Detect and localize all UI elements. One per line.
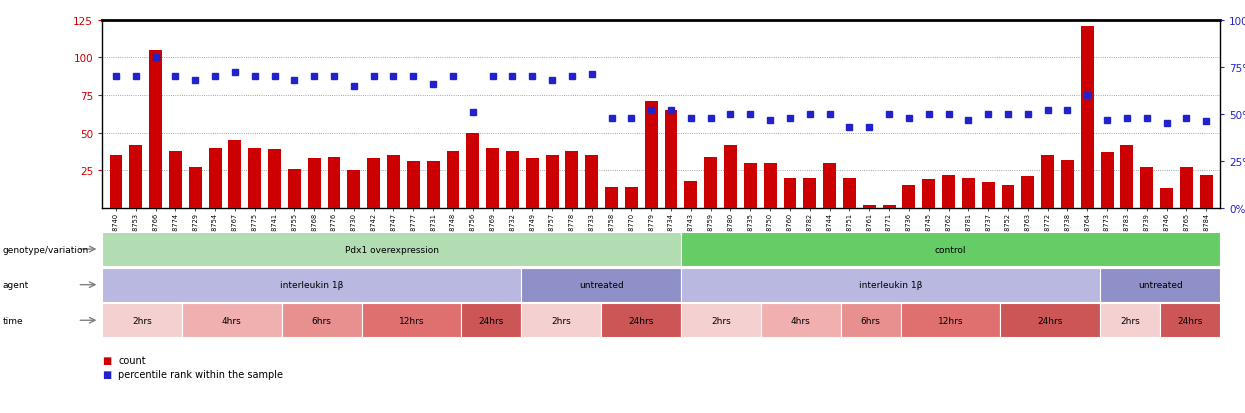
- Text: ■: ■: [102, 355, 111, 365]
- Bar: [129, 145, 142, 209]
- Bar: [923, 180, 935, 209]
- Text: 2hrs: 2hrs: [711, 316, 731, 325]
- Bar: [962, 178, 975, 209]
- Bar: [1001, 186, 1015, 209]
- Bar: [1180, 168, 1193, 209]
- Text: 2hrs: 2hrs: [552, 316, 571, 325]
- Text: Pdx1 overexpression: Pdx1 overexpression: [345, 245, 438, 254]
- Bar: [803, 178, 817, 209]
- Bar: [327, 157, 340, 209]
- Bar: [367, 159, 380, 209]
- Bar: [189, 168, 202, 209]
- Bar: [110, 156, 122, 209]
- Text: 4hrs: 4hrs: [222, 316, 242, 325]
- Bar: [1120, 145, 1133, 209]
- Bar: [863, 206, 875, 209]
- Bar: [883, 206, 895, 209]
- Text: 2hrs: 2hrs: [132, 316, 152, 325]
- Text: 24hrs: 24hrs: [1038, 316, 1063, 325]
- Bar: [407, 162, 420, 209]
- Text: interleukin 1β: interleukin 1β: [280, 280, 344, 290]
- Bar: [545, 156, 559, 209]
- Text: 6hrs: 6hrs: [311, 316, 331, 325]
- Bar: [942, 176, 955, 209]
- Bar: [505, 152, 519, 209]
- Bar: [1160, 189, 1173, 209]
- Bar: [209, 148, 222, 209]
- Bar: [149, 51, 162, 209]
- Bar: [783, 178, 797, 209]
- Bar: [288, 169, 301, 209]
- Bar: [645, 102, 657, 209]
- Text: agent: agent: [2, 280, 29, 290]
- Bar: [763, 164, 777, 209]
- Bar: [486, 148, 499, 209]
- Bar: [229, 141, 242, 209]
- Text: 6hrs: 6hrs: [860, 316, 880, 325]
- Bar: [665, 111, 677, 209]
- Bar: [467, 133, 479, 209]
- Text: 24hrs: 24hrs: [479, 316, 504, 325]
- Bar: [565, 152, 579, 209]
- Bar: [605, 188, 618, 209]
- Bar: [1061, 161, 1074, 209]
- Text: 24hrs: 24hrs: [1178, 316, 1203, 325]
- Bar: [705, 157, 717, 209]
- Bar: [725, 145, 737, 209]
- Bar: [625, 188, 637, 209]
- Bar: [268, 150, 281, 209]
- Text: ■: ■: [102, 370, 111, 380]
- Text: 12hrs: 12hrs: [398, 316, 425, 325]
- Bar: [843, 178, 855, 209]
- Text: 24hrs: 24hrs: [629, 316, 654, 325]
- Bar: [823, 164, 837, 209]
- Text: untreated: untreated: [579, 280, 624, 290]
- Text: percentile rank within the sample: percentile rank within the sample: [118, 370, 284, 380]
- Bar: [248, 148, 261, 209]
- Text: untreated: untreated: [1138, 280, 1183, 290]
- Bar: [1200, 176, 1213, 209]
- Bar: [447, 152, 459, 209]
- Bar: [1081, 27, 1093, 209]
- Text: 2hrs: 2hrs: [1120, 316, 1140, 325]
- Bar: [743, 164, 757, 209]
- Bar: [1101, 153, 1113, 209]
- Text: count: count: [118, 355, 146, 365]
- Bar: [585, 156, 598, 209]
- Bar: [1041, 156, 1055, 209]
- Bar: [525, 159, 539, 209]
- Text: time: time: [2, 316, 24, 325]
- Bar: [387, 156, 400, 209]
- Bar: [169, 152, 182, 209]
- Bar: [427, 162, 439, 209]
- Text: 4hrs: 4hrs: [791, 316, 810, 325]
- Text: 12hrs: 12hrs: [937, 316, 964, 325]
- Bar: [308, 159, 321, 209]
- Text: control: control: [935, 245, 966, 254]
- Text: genotype/variation: genotype/variation: [2, 245, 88, 254]
- Bar: [685, 181, 697, 209]
- Bar: [982, 183, 995, 209]
- Bar: [1140, 168, 1153, 209]
- Bar: [903, 186, 915, 209]
- Bar: [347, 171, 360, 209]
- Text: interleukin 1β: interleukin 1β: [859, 280, 923, 290]
- Bar: [1021, 177, 1035, 209]
